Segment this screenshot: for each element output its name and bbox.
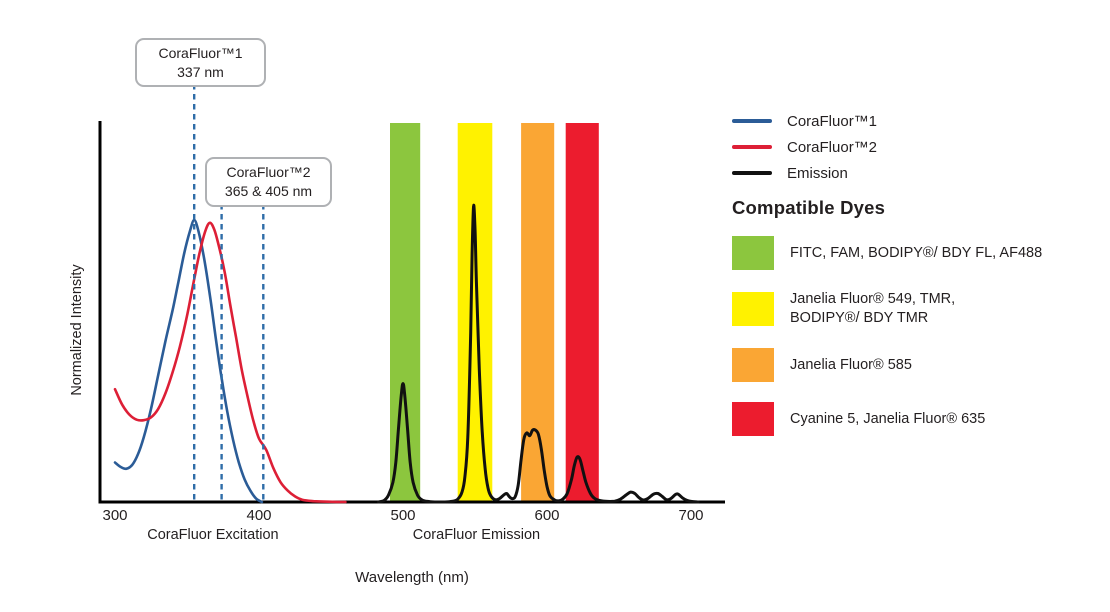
x-tick-label: 400: [246, 507, 272, 524]
annotation-title: CoraFluor™1: [158, 44, 243, 61]
dye-label: Cyanine 5, Janelia Fluor® 635: [790, 410, 986, 427]
filter-band: [390, 123, 421, 502]
filter-band: [521, 123, 555, 502]
legend-line-swatch: [732, 145, 772, 149]
annotation-corafluor2: CoraFluor™2 365 & 405 nm: [205, 157, 332, 207]
emission-group-label: CoraFluor Emission: [412, 527, 541, 543]
annotation-corafluor1: CoraFluor™1 337 nm: [135, 38, 266, 87]
filter-band: [565, 123, 599, 502]
emission-curve: [377, 203, 700, 504]
dye-color-swatch: [732, 402, 774, 436]
annotation-title: CoraFluor™2: [226, 164, 311, 180]
legend-line-swatch: [732, 171, 772, 175]
legend-label: CoraFluor™1: [787, 112, 878, 130]
compatible-dyes-panel: Compatible Dyes FITC, FAM, BODIPY®/ BDY …: [732, 197, 1042, 436]
dye-label: Janelia Fluor® 585: [790, 356, 912, 373]
y-axis-label: Normalized Intensity: [69, 264, 85, 396]
x-tick-label: 600: [534, 507, 560, 524]
dye-color-swatch: [732, 236, 774, 270]
legend-item-corafluor1: CoraFluor™1: [732, 110, 877, 132]
dye-row-green: FITC, FAM, BODIPY®/ BDY FL, AF488: [732, 236, 1042, 270]
x-tick-label: 300: [102, 507, 128, 524]
legend-item-corafluor2: CoraFluor™2: [732, 136, 877, 158]
legend-item-emission: Emission: [732, 162, 877, 184]
dye-color-swatch: [732, 348, 774, 382]
legend-label: CoraFluor™2: [787, 138, 878, 156]
dye-row-red: Cyanine 5, Janelia Fluor® 635: [732, 402, 1042, 436]
legend: CoraFluor™1 CoraFluor™2 Emission: [732, 110, 877, 188]
excitation-curve-corafluor1: [113, 218, 264, 504]
dye-label: Janelia Fluor® 549, TMR, BODIPY®/ BDY TM…: [790, 291, 956, 326]
legend-line-swatch: [732, 119, 772, 123]
annotation-subtitle: 365 & 405 nm: [224, 183, 313, 199]
compatible-dyes-heading: Compatible Dyes: [732, 197, 886, 218]
x-tick-label: 700: [678, 507, 704, 524]
dye-color-swatch: [732, 292, 774, 326]
x-tick-label: 500: [390, 507, 416, 524]
legend-label: Emission: [787, 164, 848, 182]
filter-band: [457, 123, 493, 502]
x-axis-title: Wavelength (nm): [355, 569, 469, 586]
excitation-curve-corafluor2: [113, 221, 347, 504]
excitation-group-label: CoraFluor Excitation: [147, 527, 279, 543]
dye-row-orange: Janelia Fluor® 585: [732, 348, 1042, 382]
annotation-subtitle: 337 nm: [177, 63, 224, 80]
dye-row-yellow: Janelia Fluor® 549, TMR, BODIPY®/ BDY TM…: [732, 290, 1042, 328]
dye-label: FITC, FAM, BODIPY®/ BDY FL, AF488: [790, 244, 1043, 261]
